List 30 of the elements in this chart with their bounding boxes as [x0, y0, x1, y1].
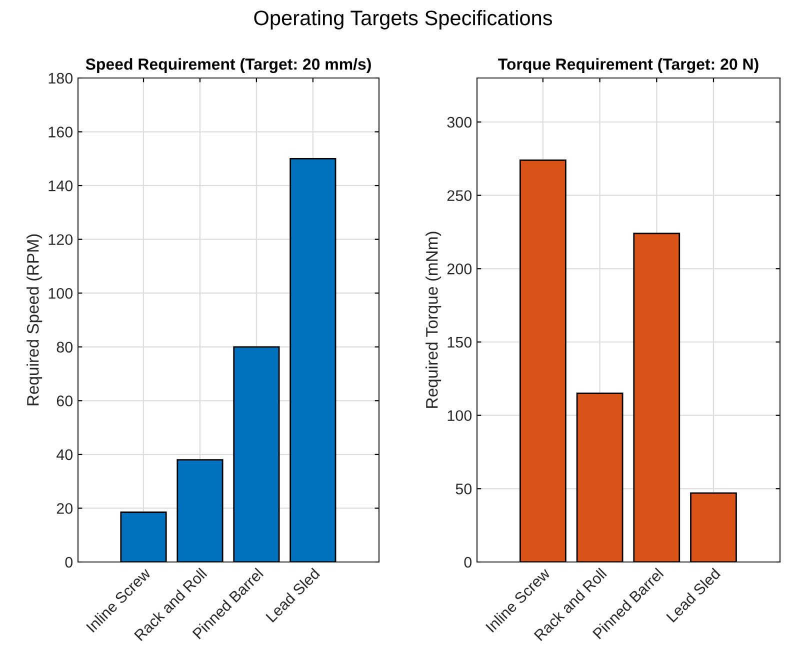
- y-tick-label: 0: [464, 556, 472, 568]
- y-tick-label: 50: [456, 484, 472, 494]
- y-tick-label: 40: [56, 449, 73, 460]
- bar: [633, 232, 680, 562]
- chart-title: Torque Requirement (Target: 20 N): [498, 58, 758, 74]
- bar: [233, 346, 280, 562]
- y-tick-label: 120: [48, 234, 73, 246]
- y-tick-label: 200: [447, 264, 472, 274]
- bar: [520, 159, 566, 562]
- bar: [290, 158, 336, 562]
- y-axis-title: Required Speed (RPM): [26, 234, 42, 406]
- y-tick-label: 150: [448, 336, 472, 348]
- chart-title: Speed Requirement (Target: 20 mm/s): [86, 58, 371, 74]
- text: Operating Targets Specifications: [254, 10, 552, 30]
- y-tick-label: 80: [56, 342, 73, 353]
- bar: [690, 492, 737, 562]
- y-tick-label: 100: [448, 410, 472, 422]
- y-tick-label: 180: [48, 72, 73, 84]
- y-tick-label: 250: [447, 190, 472, 202]
- y-tick-label: 20: [56, 503, 73, 514]
- y-tick-label: 60: [56, 396, 73, 406]
- y-tick-label: 160: [48, 126, 73, 138]
- y-tick-label: 300: [447, 116, 472, 128]
- bar: [576, 392, 624, 562]
- bar: [176, 459, 224, 562]
- y-tick-label: 140: [48, 180, 73, 192]
- bar: [120, 512, 167, 562]
- y-axis-title: Required Torque (mNm): [426, 232, 442, 408]
- y-tick-label: 100: [48, 288, 73, 299]
- y-tick-label: 0: [65, 556, 73, 568]
